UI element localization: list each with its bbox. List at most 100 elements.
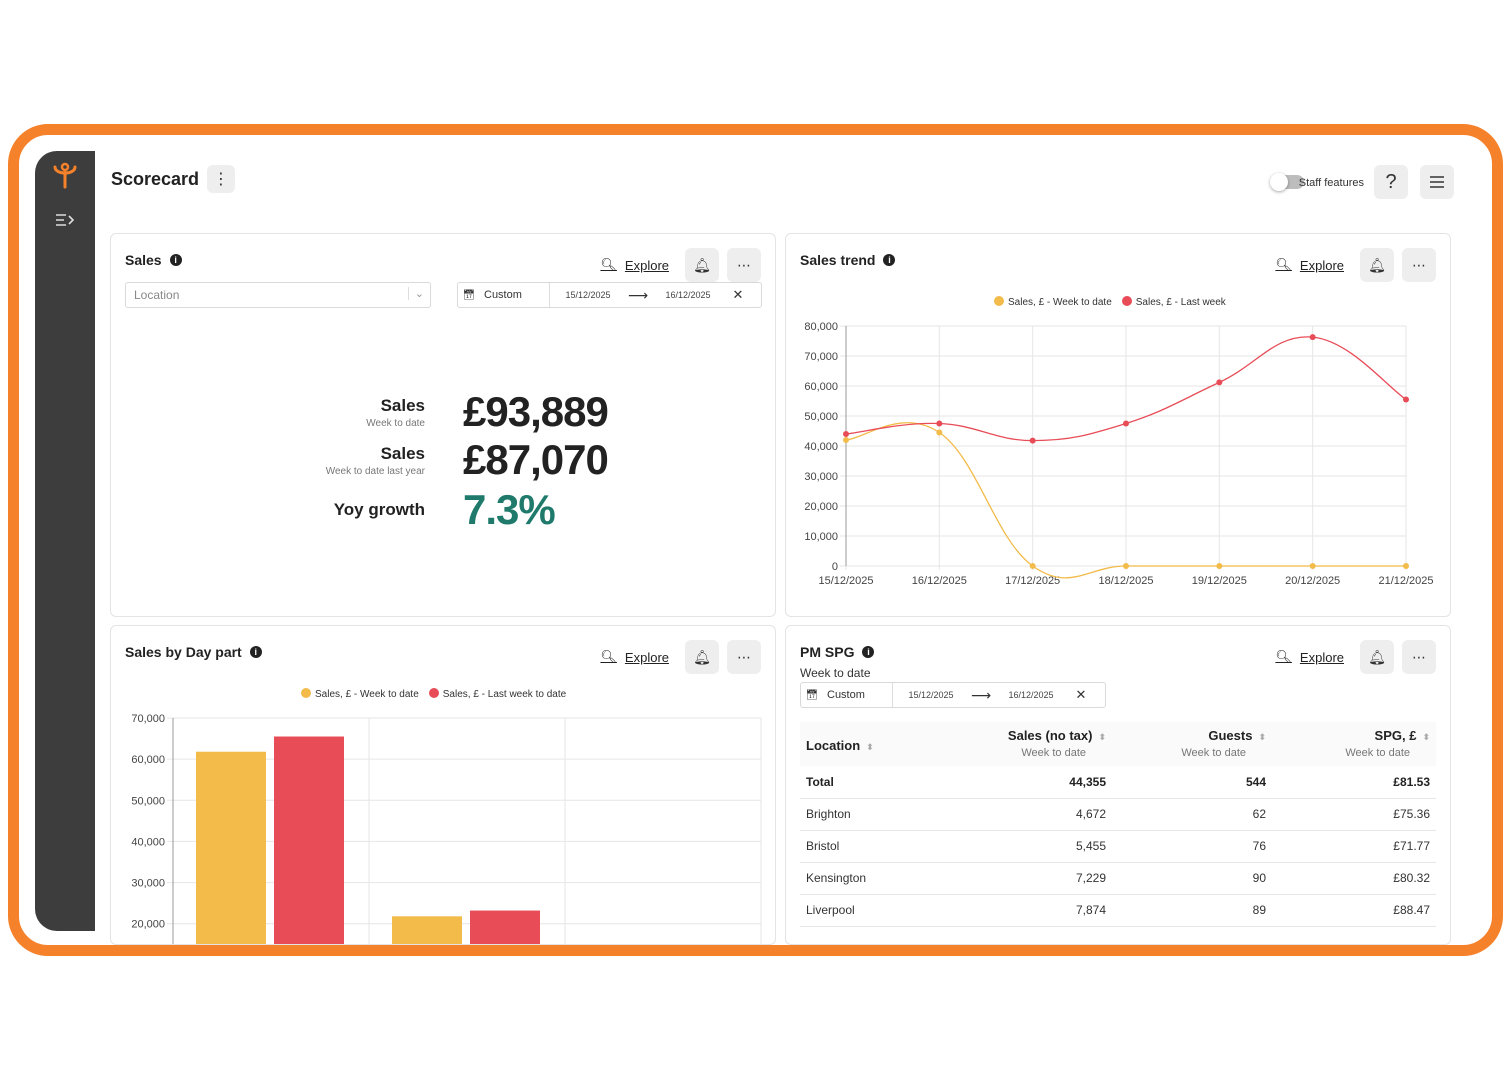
page-options-button[interactable]: ⋮ xyxy=(207,165,235,193)
page-title: Scorecard xyxy=(111,169,200,189)
data-point xyxy=(843,431,849,437)
column-header-location[interactable]: Location ⬍ xyxy=(800,722,950,766)
y-tick-label: 50,000 xyxy=(804,411,838,423)
x-tick-label: 19/12/2025 xyxy=(1192,575,1247,587)
y-tick-label: 20,000 xyxy=(131,919,165,931)
bar xyxy=(470,910,540,944)
close-icon[interactable]: ✕ xyxy=(732,287,744,302)
explore-link[interactable]: 🔍︎ Explore xyxy=(600,649,669,665)
bar xyxy=(196,751,266,944)
data-point xyxy=(1029,563,1036,569)
page-header: Scorecard ⋮ Staff features ? xyxy=(111,165,1454,199)
menu-button[interactable] xyxy=(1420,165,1454,199)
main-content: Scorecard ⋮ Staff features ? Sales i xyxy=(95,151,1492,945)
day-part-title-text: Sales by Day part xyxy=(125,644,242,660)
explore-link[interactable]: 🔍︎ Explore xyxy=(600,257,669,273)
logo-icon[interactable] xyxy=(51,161,79,189)
bell-icon: 🔔︎ xyxy=(1368,256,1386,273)
alert-button[interactable]: 🔔︎ xyxy=(1360,248,1394,282)
data-point xyxy=(936,420,943,427)
info-icon[interactable]: i xyxy=(249,646,262,658)
cell-guests: 76 xyxy=(1112,830,1272,863)
explore-link[interactable]: 🔍︎ Explore xyxy=(1275,649,1344,665)
sort-icon[interactable]: ⬍ xyxy=(1422,732,1430,742)
sales-card-title: Sales i xyxy=(125,252,182,268)
app-frame: Scorecard ⋮ Staff features ? Sales i xyxy=(8,124,1503,956)
spg-card: PM SPG i Week to date 🔍︎ Explore 🔔︎ ⋯ 📅︎… xyxy=(785,625,1451,945)
kpi-sublabel-text: Week to date last year xyxy=(325,466,425,477)
legend-label: Sales, £ - Last week to date xyxy=(442,689,567,700)
column-header-guests[interactable]: Guests ⬍ Week to date xyxy=(1112,722,1272,766)
column-sublabel: Week to date xyxy=(1181,747,1246,759)
legend-item[interactable]: Sales, £ - Week to date xyxy=(301,688,419,700)
table-row-total[interactable]: Total 44,355 544 £81.53 xyxy=(800,766,1436,799)
card-options-button[interactable]: ⋯ xyxy=(727,640,761,674)
y-tick-label: 60,000 xyxy=(131,754,165,766)
cell-spg: £81.53 xyxy=(1272,766,1436,799)
legend-item[interactable]: Sales, £ - Last week to date xyxy=(428,688,567,700)
date-preset[interactable]: Custom xyxy=(480,283,550,307)
date-to[interactable]: 16/12/2025 xyxy=(665,290,711,300)
cell-location: Liverpool xyxy=(800,894,950,927)
sales-trend-chart: 80,000 70,000 60,000 50,000 40,000 30,000 20,0… xyxy=(804,321,1433,587)
info-icon[interactable]: i xyxy=(862,646,875,658)
alert-button[interactable]: 🔔︎ xyxy=(685,640,719,674)
table-row[interactable]: Bristol 5,455 76 £71.77 xyxy=(800,830,1436,863)
spg-subtitle: Week to date xyxy=(800,666,871,680)
spg-date-range-picker[interactable]: 📅︎ Custom 15/12/2025 ⟶ 16/12/2025 ✕ xyxy=(800,682,1106,708)
table-row[interactable]: Brighton 4,672 62 £75.36 xyxy=(800,798,1436,831)
alert-button[interactable]: 🔔︎ xyxy=(685,248,719,282)
staff-features-toggle[interactable] xyxy=(1270,173,1304,191)
column-header-spg[interactable]: SPG, £ ⬍ Week to date xyxy=(1272,722,1436,766)
sort-icon[interactable]: ⬍ xyxy=(1258,732,1266,742)
calendar-icon: 📅︎ xyxy=(805,689,819,701)
data-point xyxy=(1123,420,1129,427)
y-tick-label: 20,000 xyxy=(804,501,838,513)
card-options-button[interactable]: ⋯ xyxy=(1402,640,1436,674)
expand-menu-icon[interactable] xyxy=(54,211,76,229)
explore-link[interactable]: 🔍︎ Explore xyxy=(1275,257,1344,273)
date-to[interactable]: 16/12/2025 xyxy=(1008,690,1054,700)
kpi-label-text: Sales xyxy=(380,396,425,415)
more-horizontal-icon: ⋯ xyxy=(737,256,751,273)
bell-icon: 🔔︎ xyxy=(1368,648,1386,665)
date-from[interactable]: 15/12/2025 xyxy=(908,690,954,700)
data-point xyxy=(1309,334,1316,341)
spg-tools: 🔍︎ Explore 🔔︎ ⋯ xyxy=(1275,640,1436,674)
alert-button[interactable]: 🔔︎ xyxy=(1360,640,1394,674)
date-preset[interactable]: Custom xyxy=(823,683,893,707)
y-tick-label: 80,000 xyxy=(804,321,838,333)
y-tick-label: 10,000 xyxy=(804,531,838,543)
sort-icon[interactable]: ⬍ xyxy=(1098,732,1106,742)
help-icon: ? xyxy=(1385,170,1397,193)
sales-trend-legend: Sales, £ - Week to date Sales, £ - Last … xyxy=(994,296,1226,308)
location-select[interactable]: Location ⌄ xyxy=(125,282,431,308)
close-icon[interactable]: ✕ xyxy=(1075,687,1087,702)
date-range-picker[interactable]: 📅︎ Custom 15/12/2025 ⟶ 16/12/2025 ✕ xyxy=(457,282,762,308)
sort-icon[interactable]: ⬍ xyxy=(866,741,874,752)
legend-label: Sales, £ - Week to date xyxy=(315,689,419,700)
help-button[interactable]: ? xyxy=(1374,165,1408,199)
arrow-right-icon: ⟶ xyxy=(627,286,649,303)
sales-trend-card: Sales trend i 🔍︎ Explore 🔔︎ ⋯ Sales, £ -… xyxy=(785,233,1451,617)
card-options-button[interactable]: ⋯ xyxy=(727,248,761,282)
table-row[interactable]: Liverpool 7,874 89 £88.47 xyxy=(800,894,1436,927)
column-header-sales[interactable]: Sales (no tax) ⬍ Week to date xyxy=(950,722,1112,766)
info-icon[interactable]: i xyxy=(883,254,896,266)
legend-item[interactable]: Sales, £ - Week to date xyxy=(994,296,1112,308)
legend-label: Sales, £ - Week to date xyxy=(1008,297,1112,308)
cell-guests: 544 xyxy=(1112,766,1272,799)
sales-trend-title: Sales trend i xyxy=(800,252,896,268)
sales-card-tools: 🔍︎ Explore 🔔︎ ⋯ xyxy=(600,248,761,282)
chevron-down-icon: ⌄ xyxy=(407,287,424,300)
table-row[interactable]: Kensington 7,229 90 £80.32 xyxy=(800,862,1436,895)
x-tick-label: 21/12/2025 xyxy=(1378,575,1433,587)
card-options-button[interactable]: ⋯ xyxy=(1402,248,1436,282)
sales-trend-title-text: Sales trend xyxy=(800,252,876,268)
info-icon[interactable]: i xyxy=(169,254,182,266)
date-from[interactable]: 15/12/2025 xyxy=(565,290,611,300)
kpi-last-year-label: Sales Week to date last year xyxy=(326,444,425,477)
legend-item[interactable]: Sales, £ - Last week xyxy=(1121,296,1226,308)
y-tick-label: 40,000 xyxy=(131,836,165,848)
x-tick-label: 17/12/2025 xyxy=(1005,575,1060,587)
